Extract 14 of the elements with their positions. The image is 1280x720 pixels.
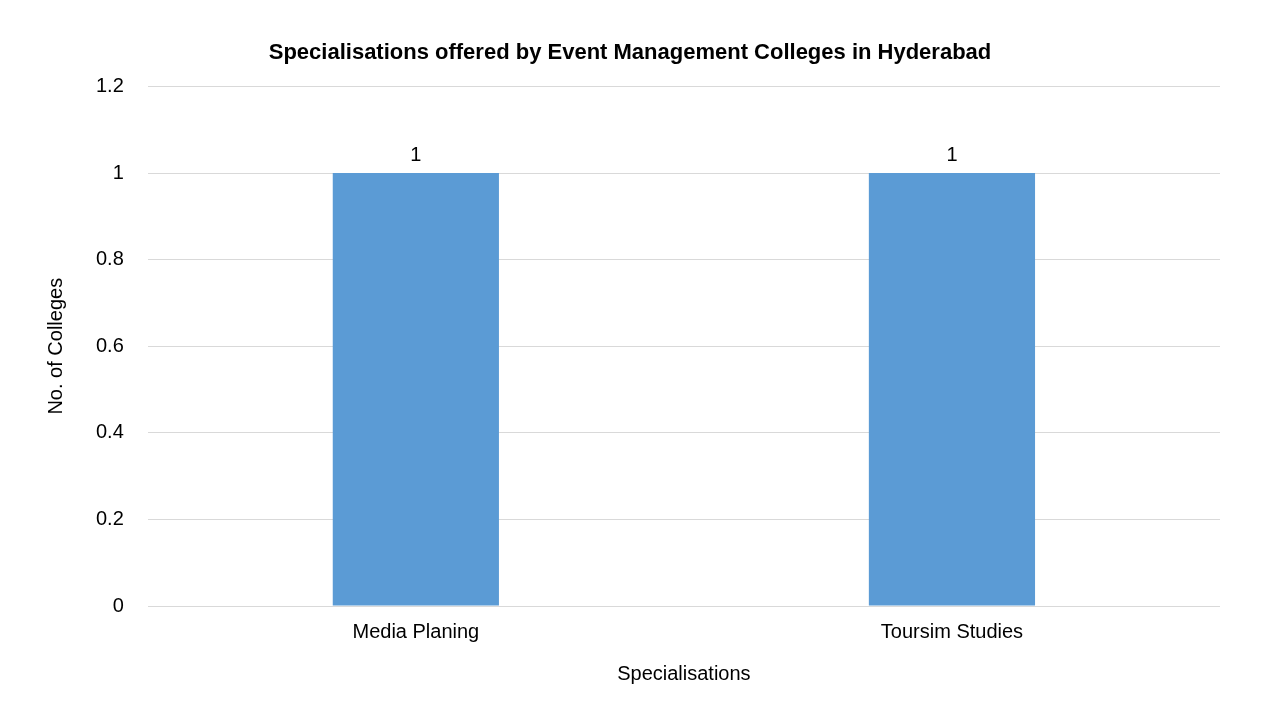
x-tick-label: Toursim Studies: [880, 619, 1024, 642]
y-tick-label: 1: [112, 160, 124, 183]
x-axis-title: Specialisations: [617, 661, 751, 684]
y-tick-label: 0.2: [95, 506, 124, 529]
y-tick-label: 1.2: [95, 73, 124, 96]
chart-title: Specialisations offered by Event Management Colleges in Hyderabad: [268, 39, 992, 65]
x-tick-label: Media Planing: [352, 619, 480, 642]
data-label: 1: [946, 142, 958, 165]
y-tick-label: 0: [112, 593, 124, 616]
y-tick-label: 0.6: [95, 333, 124, 356]
y-tick-label: 0.4: [95, 420, 124, 443]
data-label: 1: [410, 142, 422, 165]
y-tick-label: 0.8: [95, 247, 124, 270]
y-axis-title: No. of Colleges: [43, 277, 66, 415]
